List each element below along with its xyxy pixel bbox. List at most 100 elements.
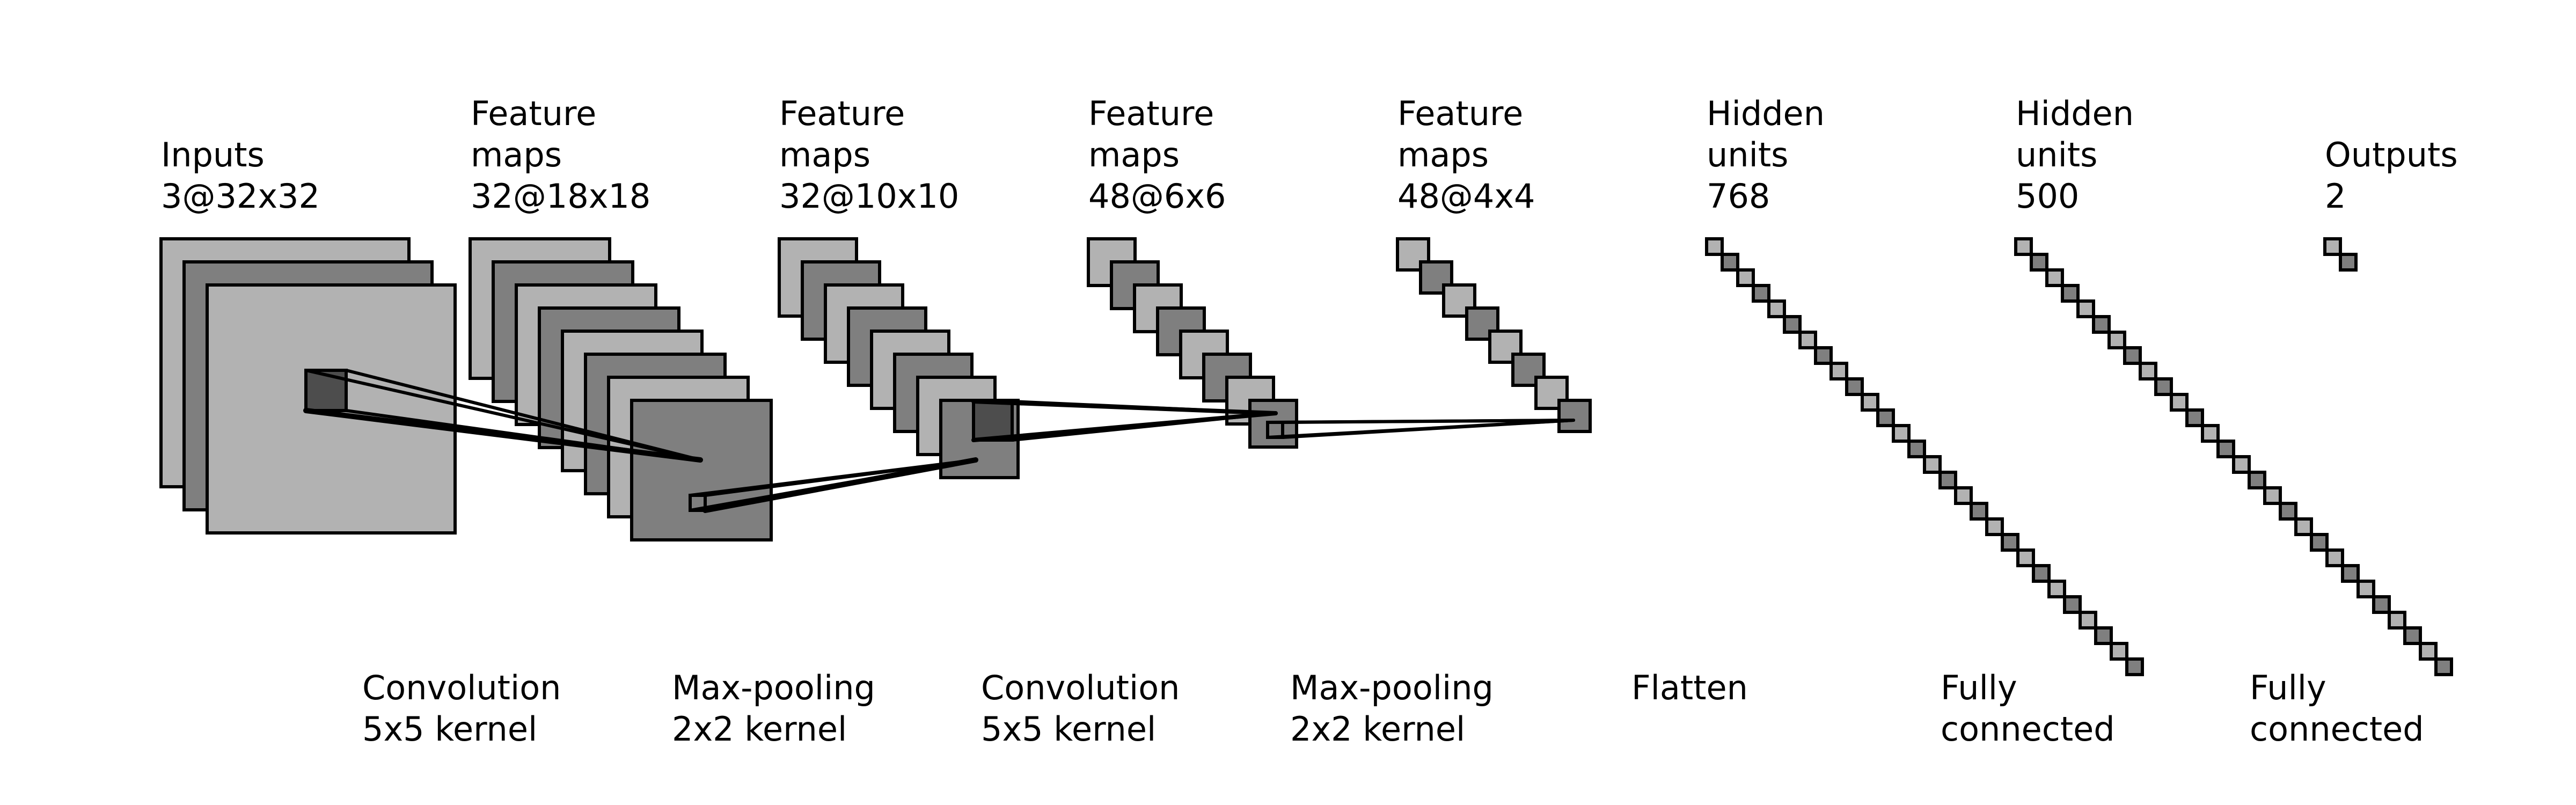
op-2-label-line1: Max-pooling <box>672 668 875 707</box>
layer-7-stack <box>2014 237 2453 676</box>
layer-6-feature-map <box>1845 377 1864 396</box>
layer-7-feature-map <box>2372 595 2391 614</box>
op-3-label-line2: 5x5 kernel <box>981 709 1156 749</box>
layer-6-feature-map <box>1861 393 1879 412</box>
op-4-label-line2: 2x2 kernel <box>1290 709 1465 749</box>
layer-7-label-line1: Hidden <box>2016 94 2134 133</box>
conv2-connection-line <box>1011 412 1277 442</box>
layer-7-feature-map <box>2185 408 2204 427</box>
layer-6-feature-map <box>1736 268 1755 287</box>
layer-6-feature-map <box>2001 533 2019 552</box>
layer-5-label-line1: Feature <box>1397 94 1523 133</box>
op-2-label-line2: 2x2 kernel <box>672 709 847 749</box>
layer-6-feature-map <box>1923 455 1942 474</box>
layer-4-stack <box>1087 237 1298 449</box>
conv1-connection-line <box>304 369 702 462</box>
layer-7-feature-map <box>2107 331 2126 349</box>
feature-map-stacks <box>159 237 2453 676</box>
layer-7-feature-map <box>2248 471 2266 489</box>
layer-6-feature-map <box>1907 440 1926 458</box>
layer-7-feature-map <box>2154 377 2173 396</box>
op-6-label-line2: connected <box>1941 709 2115 749</box>
layer-6-feature-map <box>1892 424 1911 443</box>
layer-7-feature-map <box>2419 642 2438 661</box>
layer-2-label-line3: 32@18x18 <box>471 177 650 216</box>
layer-7-feature-map <box>2263 486 2282 505</box>
layer-7-feature-map <box>2139 362 2157 380</box>
layer-7-feature-map <box>2294 517 2313 536</box>
layer-6-label-line2: units <box>1707 135 1788 174</box>
layer-6-feature-map <box>2016 548 2035 567</box>
layer-8-stack <box>2323 237 2358 272</box>
layer-6-feature-map <box>2032 564 2051 583</box>
layer-7-feature-map <box>2434 657 2453 676</box>
layer-6-stack <box>1705 237 2144 676</box>
layer-7-feature-map <box>2170 393 2189 412</box>
pool1-connection-line <box>702 457 978 513</box>
layer-1-label-line1: Inputs <box>161 135 265 174</box>
op-7-label-line1: Fully <box>2250 668 2326 707</box>
layer-8-label-line2: 2 <box>2325 177 2346 216</box>
layer-5-feature-map <box>1534 376 1569 410</box>
layer-7-feature-map <box>2325 548 2344 567</box>
layer-6-feature-map <box>1783 315 1802 334</box>
layer-7-feature-map <box>2357 580 2375 598</box>
op-1-label-line2: 5x5 kernel <box>362 709 537 749</box>
pool2-connection-line <box>1281 419 1575 424</box>
layer-7-feature-map <box>2232 455 2251 474</box>
layer-6-feature-map <box>1798 331 1817 349</box>
connection-lines <box>303 369 1575 513</box>
conv1-connection-line <box>345 409 702 462</box>
layer-6-feature-map <box>1954 486 1973 505</box>
layer-2-label-line2: maps <box>471 135 562 174</box>
layer-6-feature-map <box>1970 502 1988 521</box>
layer-6-feature-map <box>1705 237 1724 256</box>
op-7-label-line2: connected <box>2250 709 2424 749</box>
layer-6-feature-map <box>2047 580 2066 598</box>
layer-4-label-line3: 48@6x6 <box>1088 177 1226 216</box>
layer-7-feature-map <box>2092 315 2111 334</box>
layer-2-label-line1: Feature <box>471 94 596 133</box>
layer-labels: Inputs 3@32x32 Feature maps 32@18x18 Fea… <box>161 94 2458 216</box>
layer-7-feature-map <box>2310 533 2329 552</box>
layer-5-label-line3: 48@4x4 <box>1397 177 1535 216</box>
layer-3-stack <box>778 237 1020 479</box>
layer-6-feature-map <box>1985 517 2004 536</box>
op-3-label-line1: Convolution <box>981 668 1180 707</box>
layer-7-feature-map <box>2076 299 2095 318</box>
layer-6-label-line1: Hidden <box>1707 94 1825 133</box>
layer-5-label-line2: maps <box>1397 135 1489 174</box>
op-6-label-line1: Fully <box>1941 668 2017 707</box>
layer-3-label-line2: maps <box>779 135 870 174</box>
layer-6-label-line3: 768 <box>1707 177 1770 216</box>
layer-6-feature-map <box>1829 362 1848 380</box>
layer-8-feature-map <box>2339 253 2358 272</box>
layer-3-label-line3: 32@10x10 <box>779 177 959 216</box>
layer-7-feature-map <box>2388 611 2406 630</box>
layer-7-feature-map <box>2279 502 2297 521</box>
layer-6-feature-map <box>2125 657 2144 676</box>
layer-8-feature-map <box>2323 237 2342 256</box>
layer-5-feature-map <box>1396 237 1430 272</box>
op-5-label-line1: Flatten <box>1631 668 1748 707</box>
layer-6-feature-map <box>1752 284 1770 303</box>
layer-7-label-line3: 500 <box>2016 177 2079 216</box>
layer-7-label-line2: units <box>2016 135 2097 174</box>
layer-5-stack <box>1396 237 1592 433</box>
conv2-connection-line <box>1011 400 1277 415</box>
pool2-connection-line <box>1281 419 1575 439</box>
layer-7-feature-map <box>2061 284 2080 303</box>
layer-6-feature-map <box>1938 471 1957 489</box>
layer-6-feature-map <box>2110 642 2128 661</box>
layer-6-feature-map <box>1876 408 1895 427</box>
op-4-label-line1: Max-pooling <box>1290 668 1494 707</box>
layer-5-feature-map <box>1557 399 1592 433</box>
layer-7-feature-map <box>2014 237 2033 256</box>
layer-4-label-line2: maps <box>1088 135 1180 174</box>
op-1-label-line1: Convolution <box>362 668 561 707</box>
layer-7-feature-map <box>2201 424 2220 443</box>
layer-8-label-line1: Outputs <box>2325 135 2458 174</box>
layer-6-feature-map <box>1814 346 1833 365</box>
layer-4-label-line1: Feature <box>1088 94 1214 133</box>
